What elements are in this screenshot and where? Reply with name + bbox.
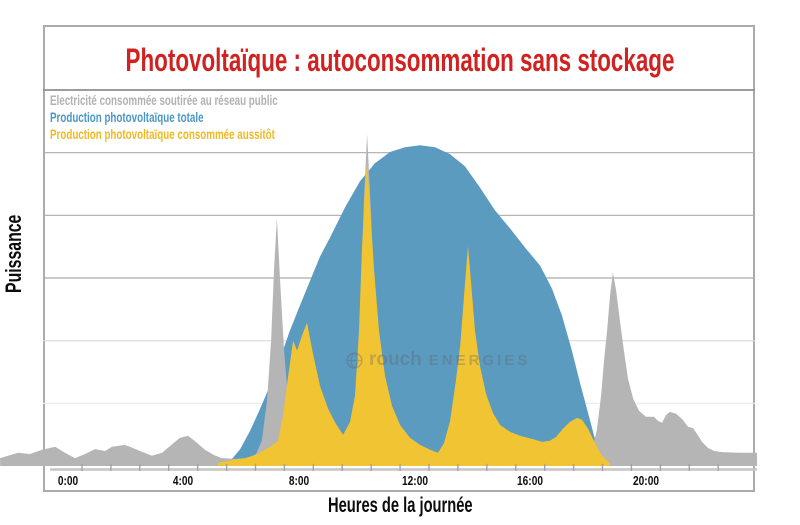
x-axis-tick	[688, 463, 690, 471]
x-axis-tick	[717, 463, 719, 471]
series-area	[0, 134, 758, 466]
x-axis-title: Heures de la journée	[0, 494, 800, 518]
x-axis-tick	[399, 463, 401, 471]
x-axis-tick	[168, 463, 170, 471]
x-axis-tick	[225, 463, 228, 471]
x-axis-tick-label: 4:00	[173, 473, 194, 488]
watermark-brand-suffix: ENERGIES	[428, 351, 531, 369]
x-axis-tick	[196, 463, 199, 471]
x-axis-tick	[254, 463, 257, 471]
x-axis-tick	[341, 463, 343, 471]
legend-item-grid-power: Electricité consommée soutirée au réseau…	[50, 92, 278, 108]
watermark-brand: rouch	[369, 349, 422, 370]
series-area	[226, 145, 604, 467]
series-area	[217, 163, 610, 467]
page-title: Photovoltaïque : autoconsommation sans s…	[125, 42, 675, 78]
x-axis-tick	[544, 463, 546, 471]
x-axis-tick-label: 16:00	[517, 473, 544, 488]
x-axis-title-text: Heures de la journée	[327, 494, 473, 517]
x-axis-tick	[457, 463, 459, 471]
x-axis-tick	[572, 463, 575, 471]
legend-item-pv-total: Production photovoltaïque totale	[50, 109, 204, 125]
x-axis-tick	[515, 463, 517, 471]
x-axis-tick	[659, 463, 662, 471]
x-axis-tick-label: 8:00	[288, 473, 310, 488]
x-axis-tick	[110, 463, 112, 471]
x-axis-tick-label: 0:00	[57, 473, 78, 488]
x-axis-tick	[601, 463, 604, 471]
x-axis-tick	[630, 463, 633, 471]
x-axis-tick	[370, 463, 372, 471]
globe-icon	[346, 351, 363, 369]
x-axis-tick-label: 12:00	[401, 473, 428, 488]
legend-item-pv-consumed: Production photovoltaïque consommée auss…	[50, 126, 275, 142]
x-axis-tick	[486, 463, 488, 471]
x-axis-tick	[139, 463, 141, 471]
x-axis-tick	[312, 463, 314, 471]
x-axis-tick-label: 20:00	[632, 473, 659, 488]
x-axis-tick	[81, 463, 83, 471]
x-axis-tick	[428, 463, 430, 471]
y-axis-title: Puissance	[1, 214, 26, 293]
x-axis-tick	[283, 463, 286, 471]
legend: Electricité consommée soutirée au réseau…	[50, 92, 375, 143]
x-axis-line	[50, 468, 757, 471]
watermark: rouch ENERGIES	[346, 349, 530, 371]
